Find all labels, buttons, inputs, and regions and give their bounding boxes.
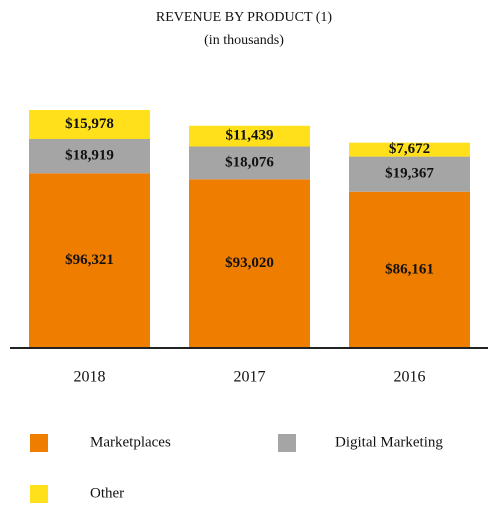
legend-swatch <box>30 434 48 452</box>
bar-segment <box>29 173 150 348</box>
bar-segment <box>349 156 470 192</box>
chart-title: REVENUE BY PRODUCT (1) <box>156 10 333 25</box>
bar-segment <box>349 191 470 348</box>
x-tick-label: 2016 <box>394 369 426 386</box>
legend-swatch <box>30 485 48 503</box>
x-tick-label: 2018 <box>74 369 106 386</box>
bar-segment <box>189 179 310 348</box>
bar-segment <box>29 138 150 174</box>
bar-segment <box>189 146 310 180</box>
data-label: $7,672 <box>389 141 430 157</box>
data-label: $18,076 <box>225 154 274 170</box>
x-tick-label: 2017 <box>234 369 266 386</box>
data-label: $19,367 <box>385 166 434 182</box>
legend-swatch <box>278 434 296 452</box>
data-label: $93,020 <box>225 255 274 271</box>
chart-subtitle: (in thousands) <box>204 33 284 48</box>
data-label: $96,321 <box>65 252 114 268</box>
data-label: $86,161 <box>385 261 434 277</box>
bar-segment <box>349 142 470 157</box>
legend-label: Marketplaces <box>90 434 171 450</box>
data-label: $11,439 <box>226 128 274 144</box>
legend-label: Digital Marketing <box>335 434 443 450</box>
legend-label: Other <box>90 485 124 501</box>
data-label: $15,978 <box>65 116 114 132</box>
bar-segment <box>189 125 310 147</box>
data-label: $18,919 <box>65 148 114 164</box>
bar-segment <box>29 110 150 139</box>
